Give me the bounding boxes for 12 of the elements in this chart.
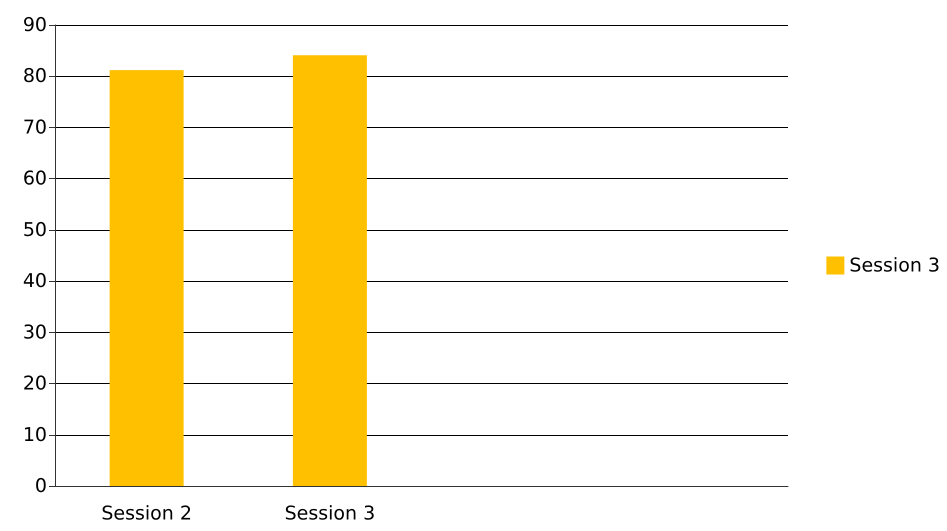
y-tick-label: 10 [22,424,47,446]
y-tick-label: 70 [22,116,47,138]
x-tick-label: Session 2 [101,502,192,524]
y-tick-label: 40 [22,270,47,292]
y-tick-label: 60 [22,168,47,190]
y-tick-label: 80 [22,65,47,88]
y-tick-label: 30 [22,321,47,344]
y-tick-label: 0 [34,475,47,497]
y-tick-label: 50 [22,218,47,241]
y-tick-label: 90 [22,14,47,36]
legend-label: Session 3 [849,254,940,276]
y-tick-label: 20 [22,372,47,395]
